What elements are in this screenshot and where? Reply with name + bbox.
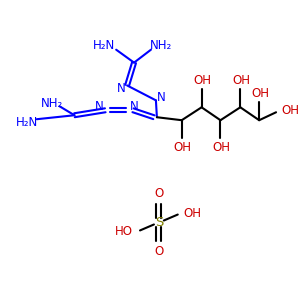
Text: N: N xyxy=(95,100,104,113)
Text: OH: OH xyxy=(232,74,250,87)
Text: HO: HO xyxy=(115,225,133,238)
Text: OH: OH xyxy=(281,104,299,117)
Text: OH: OH xyxy=(212,140,230,154)
Text: NH₂: NH₂ xyxy=(40,97,63,110)
Text: OH: OH xyxy=(251,87,269,100)
Text: N: N xyxy=(157,91,165,104)
Text: O: O xyxy=(154,187,164,200)
Text: H₂N: H₂N xyxy=(93,39,116,52)
Text: OH: OH xyxy=(194,74,211,87)
Text: H₂N: H₂N xyxy=(16,116,38,129)
Text: OH: OH xyxy=(184,207,202,220)
Text: S: S xyxy=(155,216,163,229)
Text: NH₂: NH₂ xyxy=(150,39,172,52)
Text: N: N xyxy=(130,100,138,113)
Text: OH: OH xyxy=(174,140,192,154)
Text: N: N xyxy=(117,82,125,95)
Text: O: O xyxy=(154,245,164,258)
